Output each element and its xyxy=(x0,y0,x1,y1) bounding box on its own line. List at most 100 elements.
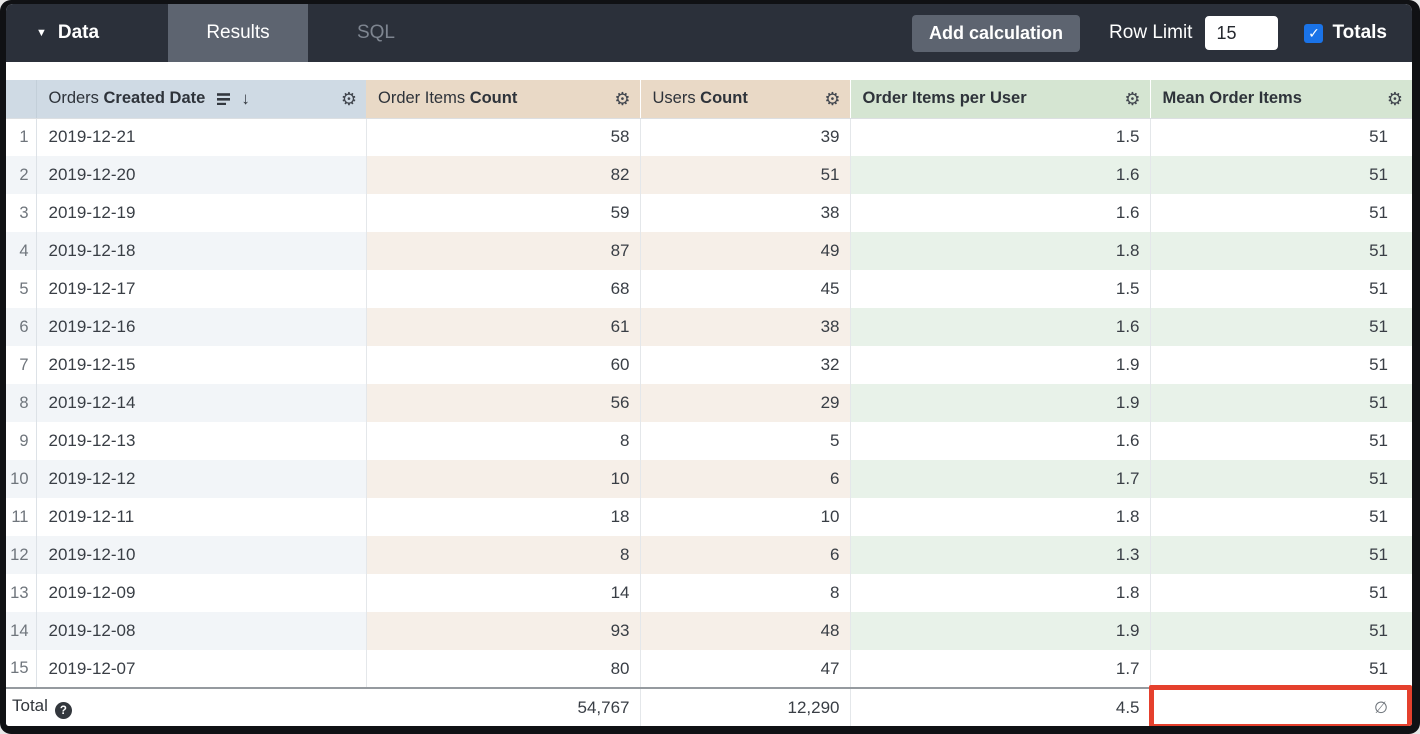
cell-users-count[interactable]: 29 xyxy=(640,384,851,422)
cell-orders-created-date[interactable]: 2019-12-19 xyxy=(36,194,367,232)
cell-orders-created-date[interactable]: 2019-12-08 xyxy=(36,612,367,650)
cell-order-items-count[interactable]: 8 xyxy=(366,422,641,460)
cell-order-items-per-user[interactable]: 1.3 xyxy=(850,536,1151,574)
cell-order-items-per-user[interactable]: 1.8 xyxy=(850,498,1151,536)
cell-order-items-count[interactable]: 80 xyxy=(366,650,641,688)
column-header-users-count[interactable]: Users Count ⚙ xyxy=(640,80,851,119)
cell-order-items-per-user[interactable]: 1.7 xyxy=(850,460,1151,498)
cell-orders-created-date[interactable]: 2019-12-11 xyxy=(36,498,367,536)
cell-order-items-per-user[interactable]: 1.6 xyxy=(850,308,1151,346)
cell-orders-created-date[interactable]: 2019-12-09 xyxy=(36,574,367,612)
cell-users-count[interactable]: 8 xyxy=(640,574,851,612)
cell-mean-order-items[interactable]: 51 xyxy=(1150,308,1412,346)
cell-orders-created-date[interactable]: 2019-12-20 xyxy=(36,156,367,194)
cell-order-items-count[interactable]: 82 xyxy=(366,156,641,194)
row-number: 5 xyxy=(6,270,37,308)
cell-users-count[interactable]: 38 xyxy=(640,194,851,232)
column-header-order-items-per-user[interactable]: Order Items per User ⚙ xyxy=(850,80,1151,119)
totals-toggle[interactable]: ✓ Totals xyxy=(1304,22,1387,44)
cell-order-items-per-user[interactable]: 1.6 xyxy=(850,194,1151,232)
cell-order-items-count[interactable]: 58 xyxy=(366,118,641,156)
cell-order-items-per-user[interactable]: 1.5 xyxy=(850,270,1151,308)
cell-users-count[interactable]: 47 xyxy=(640,650,851,688)
cell-users-count[interactable]: 6 xyxy=(640,460,851,498)
cell-mean-order-items[interactable]: 51 xyxy=(1150,498,1412,536)
cell-mean-order-items[interactable]: 51 xyxy=(1150,384,1412,422)
column-header-mean-order-items[interactable]: Mean Order Items ⚙ xyxy=(1150,80,1412,119)
cell-users-count[interactable]: 32 xyxy=(640,346,851,384)
cell-order-items-count[interactable]: 87 xyxy=(366,232,641,270)
cell-order-items-count[interactable]: 59 xyxy=(366,194,641,232)
totals-checkbox[interactable]: ✓ xyxy=(1304,23,1324,43)
column-header-orders-created-date[interactable]: Orders Created Date ↓ ⚙ xyxy=(36,80,366,119)
cell-orders-created-date[interactable]: 2019-12-17 xyxy=(36,270,367,308)
cell-order-items-per-user[interactable]: 1.6 xyxy=(850,156,1151,194)
cell-mean-order-items[interactable]: 51 xyxy=(1150,156,1412,194)
cell-order-items-per-user[interactable]: 1.9 xyxy=(850,612,1151,650)
cell-order-items-count[interactable]: 60 xyxy=(366,346,641,384)
row-limit-input[interactable] xyxy=(1205,16,1279,50)
cell-mean-order-items[interactable]: 51 xyxy=(1150,118,1412,156)
gear-icon[interactable]: ⚙ xyxy=(824,88,841,109)
cell-orders-created-date[interactable]: 2019-12-13 xyxy=(36,422,367,460)
cell-orders-created-date[interactable]: 2019-12-21 xyxy=(36,118,367,156)
gear-icon[interactable]: ⚙ xyxy=(614,88,631,109)
cell-orders-created-date[interactable]: 2019-12-15 xyxy=(36,346,367,384)
gear-icon[interactable]: ⚙ xyxy=(340,88,357,109)
cell-users-count[interactable]: 38 xyxy=(640,308,851,346)
cell-mean-order-items[interactable]: 51 xyxy=(1150,232,1412,270)
cell-users-count[interactable]: 10 xyxy=(640,498,851,536)
cell-orders-created-date[interactable]: 2019-12-16 xyxy=(36,308,367,346)
data-section-toggle[interactable]: ▼ Data xyxy=(6,22,168,44)
cell-mean-order-items[interactable]: 51 xyxy=(1150,346,1412,384)
cell-mean-order-items[interactable]: 51 xyxy=(1150,650,1412,688)
gear-icon[interactable]: ⚙ xyxy=(1124,88,1141,109)
cell-mean-order-items[interactable]: 51 xyxy=(1150,422,1412,460)
add-calculation-button[interactable]: Add calculation xyxy=(912,14,1081,52)
cell-mean-order-items[interactable]: 51 xyxy=(1150,574,1412,612)
row-number: 12 xyxy=(6,536,37,574)
cell-order-items-per-user[interactable]: 1.8 xyxy=(850,574,1151,612)
table-row: 6 2019-12-16 61 38 1.6 51 xyxy=(6,308,1412,346)
cell-order-items-count[interactable]: 68 xyxy=(366,270,641,308)
cell-order-items-count[interactable]: 8 xyxy=(366,536,641,574)
cell-order-items-per-user[interactable]: 1.9 xyxy=(850,346,1151,384)
cell-order-items-count[interactable]: 56 xyxy=(366,384,641,422)
cell-mean-order-items[interactable]: 51 xyxy=(1150,460,1412,498)
cell-order-items-count[interactable]: 61 xyxy=(366,308,641,346)
cell-mean-order-items[interactable]: 51 xyxy=(1150,536,1412,574)
cell-users-count[interactable]: 48 xyxy=(640,612,851,650)
column-header-order-items-count[interactable]: Order Items Count ⚙ xyxy=(366,80,641,119)
cell-order-items-per-user[interactable]: 1.6 xyxy=(850,422,1151,460)
cell-orders-created-date[interactable]: 2019-12-07 xyxy=(36,650,367,688)
cell-users-count[interactable]: 49 xyxy=(640,232,851,270)
cell-users-count[interactable]: 45 xyxy=(640,270,851,308)
cell-order-items-count[interactable]: 18 xyxy=(366,498,641,536)
help-icon[interactable]: ? xyxy=(54,702,72,720)
row-number: 2 xyxy=(6,156,37,194)
cell-orders-created-date[interactable]: 2019-12-18 xyxy=(36,232,367,270)
cell-users-count[interactable]: 51 xyxy=(640,156,851,194)
table-row: 10 2019-12-12 10 6 1.7 51 xyxy=(6,460,1412,498)
cell-mean-order-items[interactable]: 51 xyxy=(1150,270,1412,308)
cell-orders-created-date[interactable]: 2019-12-14 xyxy=(36,384,367,422)
cell-order-items-per-user[interactable]: 1.8 xyxy=(850,232,1151,270)
cell-order-items-per-user[interactable]: 1.7 xyxy=(850,650,1151,688)
cell-mean-order-items[interactable]: 51 xyxy=(1150,194,1412,232)
cell-users-count[interactable]: 6 xyxy=(640,536,851,574)
cell-order-items-count[interactable]: 10 xyxy=(366,460,641,498)
cell-order-items-count[interactable]: 93 xyxy=(366,612,641,650)
cell-order-items-per-user[interactable]: 1.9 xyxy=(850,384,1151,422)
tab-sql[interactable]: SQL xyxy=(356,22,396,43)
tab-results[interactable]: Results xyxy=(168,4,308,62)
cell-users-count[interactable]: 5 xyxy=(640,422,851,460)
row-number: 8 xyxy=(6,384,37,422)
cell-orders-created-date[interactable]: 2019-12-10 xyxy=(36,536,367,574)
cell-orders-created-date[interactable]: 2019-12-12 xyxy=(36,460,367,498)
cell-users-count[interactable]: 39 xyxy=(640,118,851,156)
cell-order-items-per-user[interactable]: 1.5 xyxy=(850,118,1151,156)
cell-order-items-count[interactable]: 14 xyxy=(366,574,641,612)
cell-mean-order-items[interactable]: 51 xyxy=(1150,612,1412,650)
column-label: Order Items Count xyxy=(378,89,518,108)
gear-icon[interactable]: ⚙ xyxy=(1386,88,1403,109)
